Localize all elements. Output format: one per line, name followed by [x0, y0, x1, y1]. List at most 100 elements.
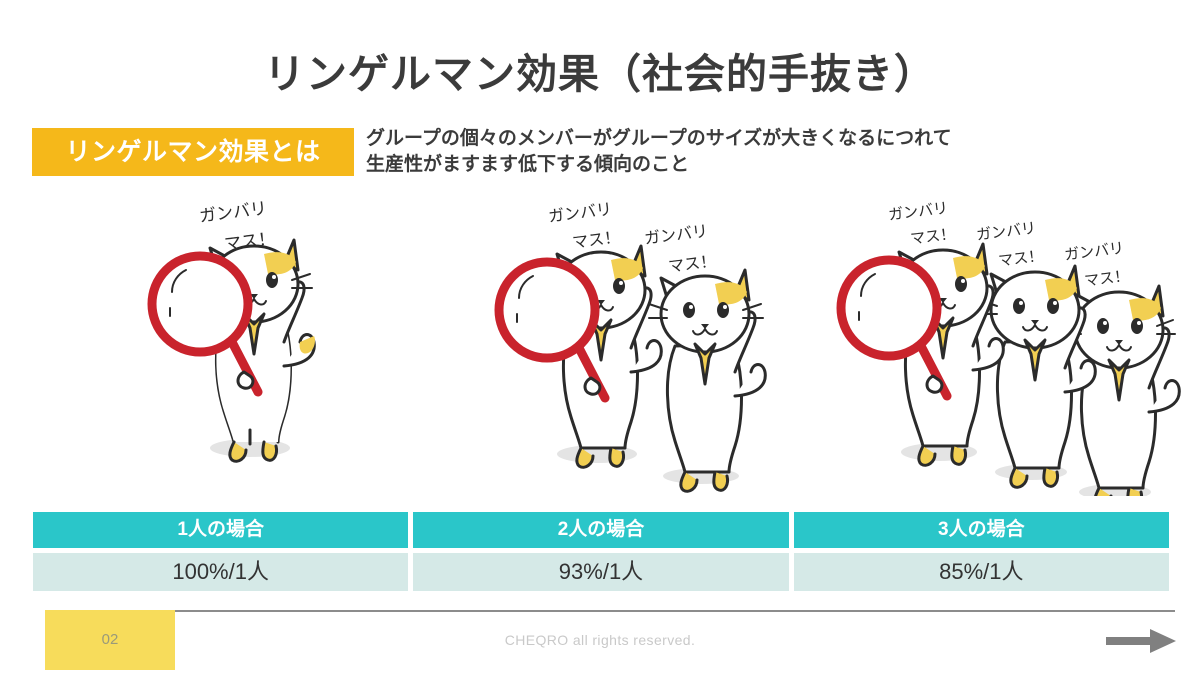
copyright-text: CHEQRO all rights reserved. — [504, 632, 696, 648]
table-row: 100%/1人 93%/1人 85%/1人 — [33, 553, 1169, 591]
three-cat-illustration: ガンバリ マス！ ガンバリ マス！ ガンバリ マス！ — [836, 200, 1181, 496]
cat-foot-left — [1009, 466, 1029, 489]
cat-mouth-right — [1118, 344, 1132, 352]
speech-text-2a: ガンバリ マス！ — [547, 200, 621, 252]
two-cat-group: ガンバリ マス！ ガンバリ マス！ — [487, 196, 787, 496]
cat-mouth-left — [1022, 324, 1036, 332]
three-cat-group: ガンバリ マス！ ガンバリ マス！ ガンバリ マス！ — [827, 196, 1197, 496]
one-cat-group: ガンバリ マス！ — [132, 196, 382, 496]
cat-paw-holding — [925, 374, 944, 394]
cat-eye-left-glint — [1019, 301, 1023, 305]
page-title: リンゲルマン効果（社会的手抜き） — [264, 51, 936, 97]
definition-badge: リンゲルマン効果とは — [32, 128, 354, 176]
cat-eye-left — [1097, 318, 1109, 334]
cat-mouth-left — [1106, 344, 1120, 352]
cat-nose — [1115, 340, 1123, 345]
cat-foot-right — [712, 470, 729, 492]
cat-head-patch — [1129, 298, 1161, 321]
cat-eye-right-glint — [1137, 321, 1141, 325]
magnifier-glint-1 — [860, 273, 876, 297]
cat-figure-1 — [147, 238, 316, 463]
svg-text:マス！: マス！ — [571, 229, 621, 252]
cat-torso — [666, 342, 743, 474]
table-header-cell-2: 2人の場合 — [413, 512, 789, 548]
cat-tail — [1147, 379, 1181, 414]
cat-tail — [733, 363, 767, 398]
cat-eye-right — [955, 276, 967, 292]
cat-figure-2a — [494, 244, 663, 469]
table-value-cell-2: 93%/1人 — [413, 553, 789, 591]
cat-eye-right-glint — [723, 305, 727, 309]
definition-band: リンゲルマン効果とは グループの個々のメンバーがグループのサイズが大きくなるにつ… — [32, 128, 1172, 192]
cat-paw-holding — [583, 376, 602, 396]
cat-foot-left — [917, 444, 937, 467]
cat-whiskers — [648, 303, 764, 319]
speech-text-2b: ガンバリ マス！ — [643, 222, 717, 276]
cat-head-patch — [1045, 278, 1077, 301]
definition-description-line-1: グループの個々のメンバーがグループのサイズが大きくなるにつれて — [366, 128, 952, 149]
table-header-cell-1: 1人の場合 — [33, 512, 409, 548]
cat-eye-right — [717, 302, 729, 318]
one-cat-illustration: ガンバリ マス！ — [147, 199, 316, 463]
svg-text:ガンバリ: ガンバリ — [547, 200, 613, 226]
svg-text:ガンバリ: ガンバリ — [643, 222, 709, 248]
footer-divider — [175, 610, 1175, 612]
cat-figure-3c — [1062, 284, 1181, 496]
svg-text:ガンバリ: ガンバリ — [1063, 240, 1125, 264]
cat-mouth-left — [692, 328, 706, 336]
cat-eye-right — [613, 278, 625, 294]
cat-foot-right — [1042, 466, 1059, 488]
svg-text:ガンバリ: ガンバリ — [887, 200, 949, 224]
cat-head-patch — [264, 252, 296, 275]
speech-text-3c: ガンバリ マス！ — [1063, 240, 1130, 290]
cat-mouth-right — [942, 302, 956, 310]
cat-nose — [1031, 320, 1039, 325]
cat-tail — [629, 339, 663, 374]
svg-text:マス！: マス！ — [1083, 268, 1130, 290]
page-number-badge — [45, 610, 175, 670]
cat-mouth-right — [1034, 324, 1048, 332]
cat-figure-3a — [836, 242, 1005, 467]
cat-eye-right-glint — [272, 275, 276, 279]
cat-nose — [701, 324, 709, 329]
magnifier-glint-1 — [518, 275, 534, 299]
speech-text-3a: ガンバリ マス！ — [887, 200, 956, 248]
cat-head-patch — [611, 258, 643, 281]
illustration-area: ガンバリ マス！ — [32, 196, 1181, 496]
cat-figure-3b — [978, 264, 1097, 489]
cat-eye-left-glint — [1103, 321, 1107, 325]
cat-eye-right — [1047, 298, 1059, 314]
cat-foot-right — [950, 444, 967, 466]
cat-foot-right — [1126, 486, 1143, 496]
cat-tail — [1063, 359, 1097, 394]
table-header-row: 1人の場合 2人の場合 3人の場合 — [33, 512, 1169, 548]
svg-text:マス！: マス！ — [997, 248, 1044, 270]
cat-paw-holding — [236, 370, 255, 390]
cat-foot-left — [679, 470, 699, 493]
cat-torso — [996, 338, 1073, 470]
slide-footer: 02 CHEQRO all rights reserved. — [0, 610, 1200, 675]
cat-nose — [939, 298, 947, 303]
result-table: 1人の場合 2人の場合 3人の場合 100%/1人 93%/1人 85%/1人 — [33, 512, 1169, 591]
cat-foot-left — [575, 446, 595, 469]
cat-tie — [1107, 358, 1131, 402]
next-arrow-icon[interactable] — [1106, 628, 1178, 654]
cat-tie — [693, 342, 717, 386]
cat-eye-right — [266, 272, 278, 288]
cat-figure-2b — [648, 268, 767, 493]
cat-eye-right — [1131, 318, 1143, 334]
cat-tail — [971, 337, 1005, 372]
magnifier-glint-1 — [171, 269, 187, 293]
svg-text:マス！: マス！ — [667, 253, 717, 276]
cat-eye-right-glint — [1053, 301, 1057, 305]
page-number: 02 — [101, 631, 119, 648]
table-value-cell-1: 100%/1人 — [33, 553, 409, 591]
cat-eye-right-glint — [619, 281, 623, 285]
speech-text-1: ガンバリ マス！ — [198, 199, 276, 254]
definition-description-line-2: 生産性がますます低下する傾向のこと — [366, 154, 690, 175]
cat-tie — [1023, 338, 1047, 382]
cat-tie — [931, 316, 955, 360]
cat-foot-left — [1094, 486, 1113, 496]
cat-tie — [242, 312, 266, 356]
cat-mouth-right — [704, 328, 718, 336]
